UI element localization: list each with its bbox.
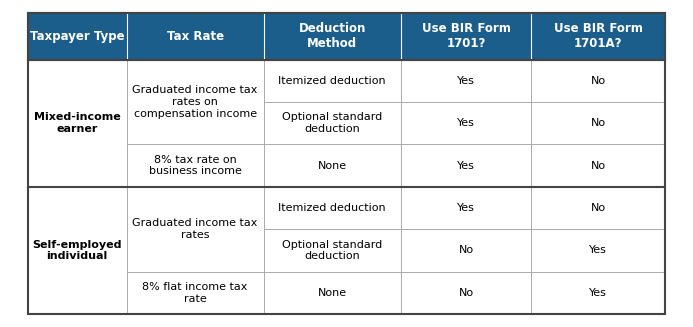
Text: Yes: Yes [457,203,475,213]
Text: None: None [317,288,346,298]
Text: Self-employed
individual: Self-employed individual [33,240,122,261]
Text: Taxpayer Type: Taxpayer Type [30,30,125,43]
Bar [127,187,263,271]
Text: Use BIR Form
1701A?: Use BIR Form 1701A? [554,22,643,50]
Bar [532,229,665,271]
Bar [127,60,263,145]
Text: Graduated income tax
rates: Graduated income tax rates [132,218,258,240]
Text: Optional standard
deduction: Optional standard deduction [282,240,383,261]
Text: Itemized deduction: Itemized deduction [279,76,386,86]
Text: Yes: Yes [457,161,475,171]
Bar [401,271,532,314]
Bar [401,102,532,145]
Text: Graduated income tax
rates on
compensation income: Graduated income tax rates on compensati… [132,85,258,119]
Text: Mixed-income
earner: Mixed-income earner [34,112,121,134]
Text: No: No [459,245,473,255]
Text: Use BIR Form
1701?: Use BIR Form 1701? [421,22,511,50]
Text: No: No [459,288,473,298]
Text: Yes: Yes [457,76,475,86]
Bar [532,13,665,60]
Text: No: No [590,203,606,213]
Bar [532,102,665,145]
Bar [127,145,263,187]
Text: Yes: Yes [590,245,607,255]
Bar [401,13,532,60]
Text: No: No [590,161,606,171]
Bar [532,187,665,229]
Bar [28,13,665,60]
Text: Deduction
Method: Deduction Method [299,22,366,50]
Bar [263,229,401,271]
Text: No: No [590,76,606,86]
Text: Itemized deduction: Itemized deduction [279,203,386,213]
Bar [127,13,263,60]
Bar [532,145,665,187]
Bar [127,271,263,314]
Text: Optional standard
deduction: Optional standard deduction [282,112,383,134]
Text: 8% tax rate on
business income: 8% tax rate on business income [148,155,242,177]
Bar [401,60,532,102]
Text: Yes: Yes [457,118,475,128]
Bar [263,145,401,187]
Bar [28,187,127,314]
Text: None: None [317,161,346,171]
Bar [263,187,401,229]
Text: 8% flat income tax
rate: 8% flat income tax rate [142,282,248,303]
Text: No: No [590,118,606,128]
Bar [401,229,532,271]
Bar [263,13,401,60]
Bar [532,60,665,102]
Bar [28,13,127,60]
Bar [532,271,665,314]
Text: Tax Rate: Tax Rate [166,30,224,43]
Text: Yes: Yes [590,288,607,298]
Bar [263,102,401,145]
Bar [263,60,401,102]
Bar [263,271,401,314]
Bar [28,60,127,187]
Bar [401,145,532,187]
Bar [401,187,532,229]
